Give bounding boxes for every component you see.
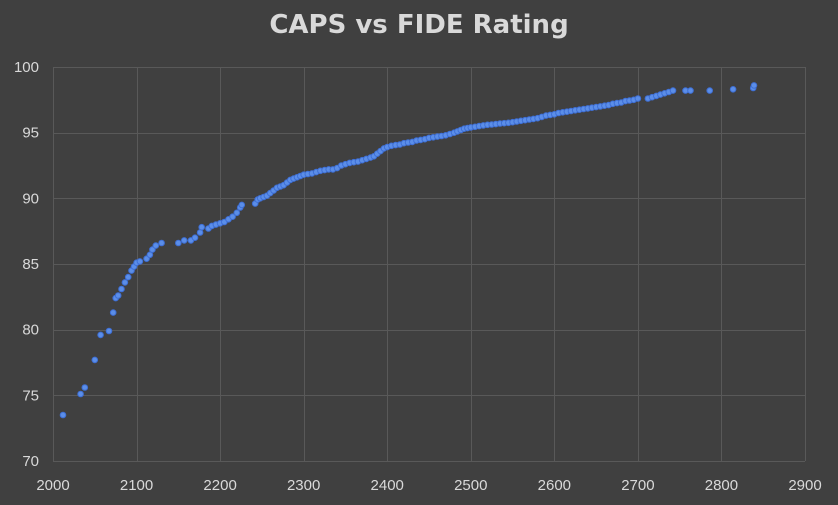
data-point (180, 237, 188, 244)
x-tick-label: 2300 (287, 477, 320, 494)
x-tick-label: 2400 (371, 477, 404, 494)
gridlines (53, 67, 806, 462)
data-point (238, 201, 246, 209)
data-point (191, 234, 199, 241)
data-point (105, 327, 113, 335)
data-point (121, 279, 129, 286)
y-tick-label: 100 (14, 59, 39, 76)
x-tick-label: 2600 (538, 477, 571, 494)
x-axis-tick-labels: 2000 2100 2200 2300 2400 2500 2600 2700 2800 2900 (36, 477, 821, 494)
chart-title: CAPS vs FIDE Rating (269, 10, 569, 40)
y-tick-label: 90 (22, 190, 39, 207)
x-tick-label: 2500 (454, 477, 487, 494)
data-point (634, 95, 642, 102)
x-tick-label: 2100 (120, 477, 153, 494)
data-point (91, 356, 99, 364)
data-point (109, 309, 117, 316)
data-point (118, 285, 125, 293)
data-point (59, 411, 67, 419)
data-point (97, 331, 104, 339)
y-tick-label: 80 (22, 322, 39, 339)
data-point (229, 213, 236, 220)
x-tick-label: 2700 (621, 477, 654, 494)
data-point (124, 273, 132, 281)
data-point (158, 239, 165, 247)
data-point (152, 242, 160, 249)
data-point (706, 87, 714, 94)
data-point (750, 82, 758, 89)
data-point (77, 390, 84, 398)
data-point (729, 86, 737, 93)
data-point (196, 229, 204, 236)
x-tick-label: 2900 (788, 477, 821, 494)
data-point (146, 251, 154, 259)
data-point (114, 292, 122, 299)
y-axis-tick-labels: 70 75 80 85 90 95 100 (14, 59, 39, 470)
x-tick-label: 2200 (203, 477, 236, 494)
data-point (136, 258, 144, 265)
data-point (198, 223, 205, 231)
x-tick-label: 2800 (705, 477, 738, 494)
x-tick-label: 2000 (36, 477, 69, 494)
y-tick-label: 70 (22, 453, 39, 470)
data-points (59, 82, 758, 419)
data-point (233, 209, 241, 217)
y-tick-label: 95 (22, 125, 39, 142)
data-point (175, 239, 182, 247)
data-point (669, 87, 677, 94)
y-tick-label: 75 (22, 387, 39, 404)
y-tick-label: 85 (22, 256, 39, 273)
data-point (81, 384, 89, 391)
data-point (687, 87, 694, 94)
